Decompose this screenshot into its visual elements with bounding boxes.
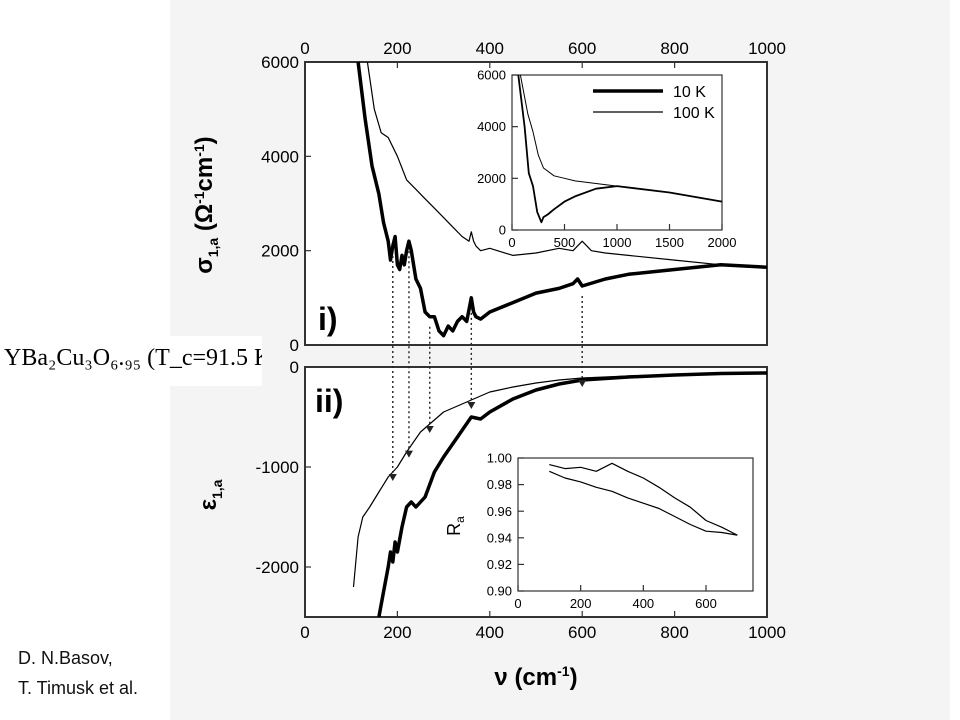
- y-tick-label: 0.90: [487, 584, 512, 599]
- x-top-tick-label: 200: [383, 39, 411, 58]
- x-top-tick-label: 400: [476, 39, 504, 58]
- dotted-marker-arrow: [578, 380, 587, 387]
- series-line-lower: [549, 470, 738, 536]
- y-tick-label: 1.00: [487, 451, 512, 466]
- reflectance-inset-panel: 0 200 400 600 0.90 0.92 0.94 0.96 0.98 1.00: [487, 451, 738, 611]
- x-tick-label: 1000: [603, 235, 632, 250]
- sigma-inset-panel: 0 500 1000 1500 2000 0 2000 4000 6000: [477, 68, 736, 250]
- legend-label-100k: 100 K: [673, 105, 715, 122]
- y-tick-label: 2000: [477, 171, 506, 186]
- y-tick-label: 6000: [261, 53, 299, 72]
- y-tick-label: -2000: [256, 558, 299, 577]
- x-top-tick-label: 800: [660, 39, 688, 58]
- x-tick-label: 2000: [708, 235, 737, 250]
- dotted-marker-arrow: [425, 426, 434, 433]
- x-top-tick-label: 1000: [748, 39, 786, 58]
- x-top-tick-label: 600: [568, 39, 596, 58]
- x-tick-label: 0: [514, 596, 521, 611]
- x-top-tick-label: 0: [300, 39, 309, 58]
- x-axis-title: ν (cm-1): [494, 663, 577, 691]
- panel-label-ii: ii): [315, 383, 343, 419]
- credit-line-2: T. Timusk et al.: [18, 678, 139, 698]
- series-line-upper: [549, 462, 738, 536]
- y-tick-label: 0.96: [487, 504, 512, 519]
- series-line-100-k: [366, 61, 768, 268]
- series-line-100-k: [352, 372, 768, 588]
- y-tick-label: 0: [290, 358, 299, 377]
- panel-label-i: i): [318, 301, 338, 337]
- x-tick-label: 200: [383, 623, 411, 642]
- series-line-10-k: [517, 74, 723, 224]
- compound-text: YBa₂Cu₃O₆.₉₅ (T_c=91.5 K) :: [4, 345, 262, 371]
- reflectance-inset-frame: [517, 457, 754, 592]
- series-line-100-k: [519, 74, 723, 203]
- x-tick-label: 500: [554, 235, 576, 250]
- x-tick-label: 1000: [748, 623, 786, 642]
- dotted-marker-arrow: [467, 402, 476, 409]
- series-line-10-k: [377, 371, 768, 618]
- dotted-marker-arrow: [404, 450, 413, 458]
- epsilon-panel: 0 200 400 600 800 1000 0 -1000 -2000: [256, 358, 786, 642]
- sigma-panel: 0 200 400 600 800 1000 0 2000 4000 6000: [261, 39, 786, 355]
- y-tick-label: 2000: [261, 242, 299, 261]
- dotted-markers: [388, 251, 587, 481]
- x-tick-label: 200: [570, 596, 592, 611]
- sigma-inset-frame: [511, 74, 723, 231]
- x-tick-label: 1500: [655, 235, 684, 250]
- y-tick-label: 0: [499, 223, 506, 238]
- x-tick-label: 600: [695, 596, 717, 611]
- y-tick-label: 4000: [477, 119, 506, 134]
- x-tick-label: 0: [300, 623, 309, 642]
- series-line-10-k: [356, 61, 768, 338]
- y-tick-label: 0.92: [487, 557, 512, 572]
- dotted-marker-arrow: [388, 474, 397, 481]
- y-tick-label: 0.94: [487, 530, 512, 545]
- x-tick-label: 400: [476, 623, 504, 642]
- y-tick-label: 0: [290, 336, 299, 355]
- y-tick-label: 6000: [477, 68, 506, 83]
- x-tick-label: 0: [508, 235, 515, 250]
- legend-label-10k: 10 K: [673, 84, 706, 101]
- credit-line-1: D. N.Basov,: [18, 648, 113, 668]
- compound-overlay: YBa₂Cu₃O₆.₉₅ (T_c=91.5 K) :: [0, 336, 262, 386]
- x-tick-label: 800: [660, 623, 688, 642]
- y-tick-label: 4000: [261, 147, 299, 166]
- x-tick-label: 600: [568, 623, 596, 642]
- x-tick-label: 400: [632, 596, 654, 611]
- y-tick-label: 0.98: [487, 477, 512, 492]
- y-tick-label: -1000: [256, 458, 299, 477]
